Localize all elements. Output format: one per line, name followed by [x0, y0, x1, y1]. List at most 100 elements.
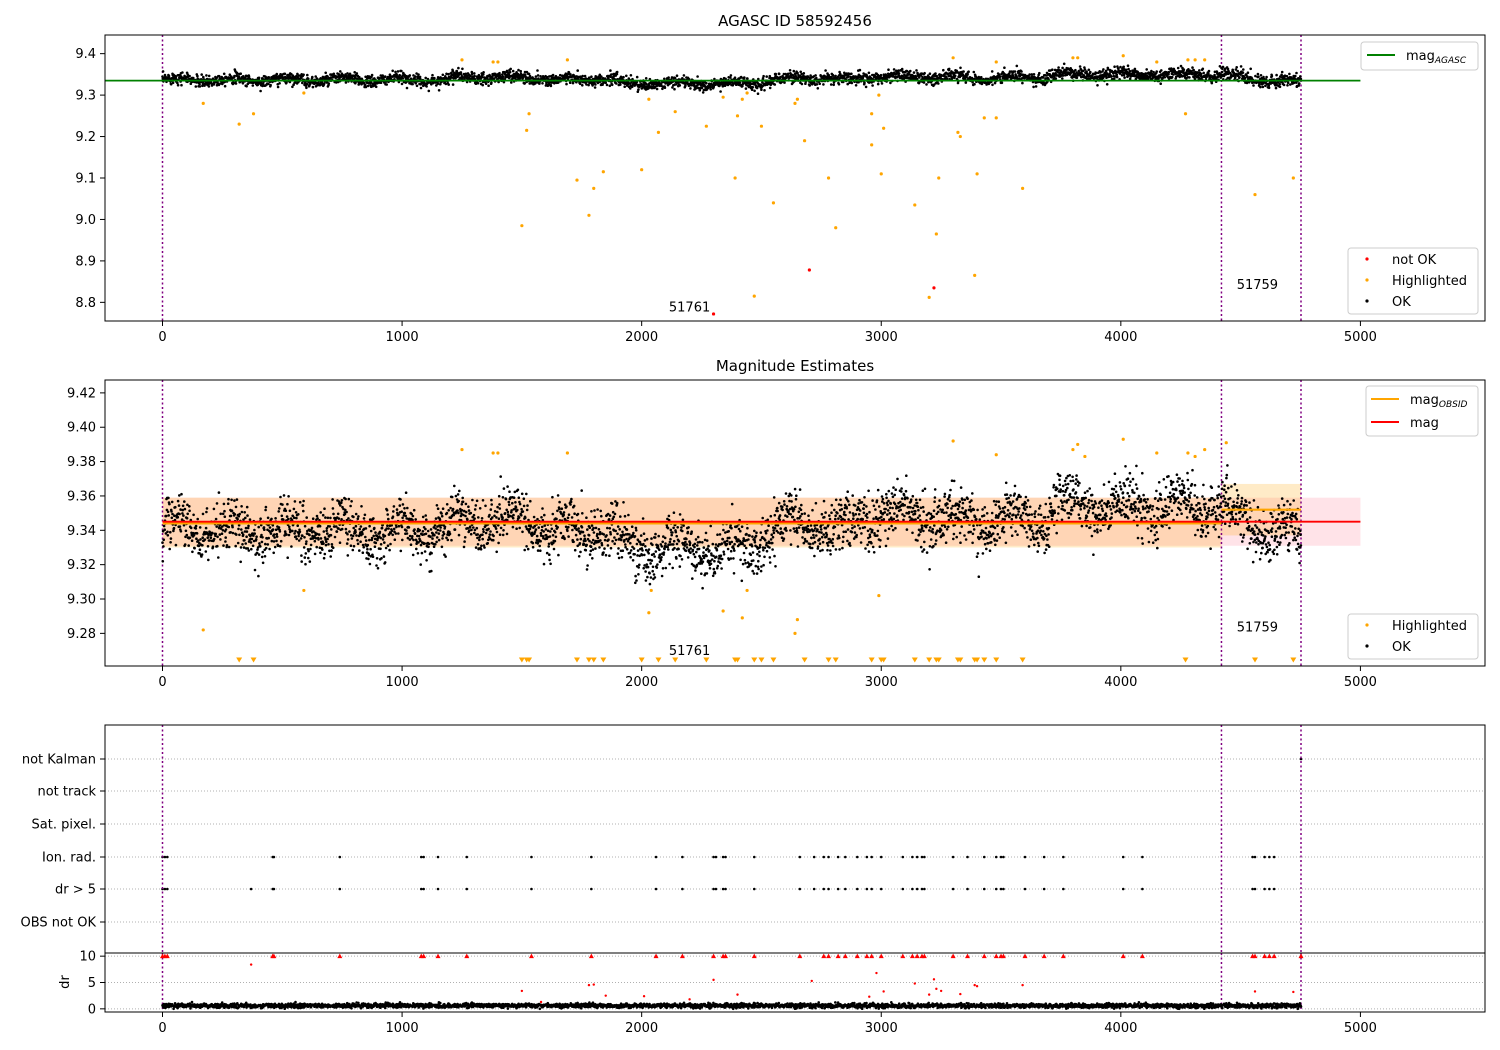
- agasc-ok-point: [1213, 73, 1216, 77]
- agasc-ok-point: [832, 83, 835, 87]
- estimates-ok-point: [217, 491, 221, 494]
- estimates-ok-point: [480, 544, 483, 548]
- agasc-ok-point: [744, 87, 748, 90]
- agasc-ok-point: [1126, 64, 1130, 67]
- agasc-ok-point: [1299, 75, 1302, 78]
- estimates-ok-point: [452, 513, 456, 517]
- estimates-ok-point: [381, 538, 385, 541]
- estimates-ok-point: [459, 514, 463, 518]
- estimates-ok-point: [166, 530, 169, 534]
- estimates-ok-point: [415, 547, 418, 551]
- agasc-highlighted-point: [525, 128, 529, 132]
- estimates-ok-point: [450, 538, 453, 542]
- estimates-ok-point: [170, 516, 174, 520]
- agasc-ok-point: [1057, 66, 1060, 69]
- agasc-ok-point: [973, 82, 976, 86]
- estimates-ok-point: [278, 507, 281, 510]
- estimates-ok-point: [394, 532, 398, 535]
- estimates-ok-point: [295, 516, 298, 520]
- agasc-ok-point: [605, 83, 609, 87]
- estimates-ok-point: [201, 512, 205, 516]
- estimates-ok-point: [352, 544, 356, 548]
- estimates-ok-point: [325, 529, 328, 533]
- agasc-highlighted-point: [640, 168, 644, 172]
- agasc-ok-point: [473, 72, 476, 75]
- agasc-xtick-label: 2000: [625, 330, 658, 345]
- estimates-ok-point: [395, 508, 399, 511]
- agasc-ok-point: [961, 73, 965, 76]
- agasc-ok-point: [953, 74, 957, 77]
- agasc-highlighted-point: [601, 170, 605, 174]
- estimates-ok-point: [395, 525, 398, 529]
- estimates-ok-point: [439, 526, 442, 529]
- estimates-ok-point: [226, 502, 230, 506]
- estimates-ok-point: [529, 499, 532, 503]
- estimates-ok-point: [475, 499, 479, 503]
- agasc-ok-point: [236, 72, 239, 75]
- estimates-ok-point: [271, 528, 275, 531]
- agasc-ok-point: [719, 90, 722, 93]
- estimates-ok-point: [508, 490, 511, 494]
- estimates-ok-point: [427, 542, 431, 546]
- estimates-ok-point: [526, 504, 529, 507]
- agasc-ok-point: [541, 82, 544, 85]
- estimates-ok-point: [444, 555, 447, 558]
- estimates-ok-point: [490, 503, 494, 506]
- estimates-ok-point: [354, 524, 358, 528]
- estimates-ok-point: [418, 529, 422, 532]
- agasc-ok-point: [1201, 67, 1205, 71]
- estimates-ok-point: [435, 504, 439, 507]
- agasc-ok-point: [1000, 81, 1004, 85]
- estimates-ok-point: [512, 513, 515, 517]
- agasc-highlighted-point: [958, 134, 962, 139]
- estimates-ok-point: [528, 527, 532, 531]
- agasc-highlighted-point: [237, 122, 241, 126]
- estimates-ok-point: [324, 543, 328, 547]
- agasc-ok-point: [689, 87, 692, 90]
- estimates-ok-point: [243, 539, 246, 542]
- estimates-ok-point: [212, 537, 216, 541]
- legend-subscript: AGASC: [1434, 56, 1467, 66]
- estimates-ok-point: [189, 526, 193, 530]
- estimates-ok-point: [522, 497, 526, 501]
- agasc-ok-point: [1286, 81, 1290, 84]
- estimates-ok-point: [326, 516, 330, 520]
- estimates-ok-point: [214, 532, 218, 536]
- estimates-ok-point: [303, 536, 306, 539]
- estimates-ok-point: [392, 527, 396, 531]
- agasc-ok-point: [673, 76, 677, 80]
- agasc-ok-point: [615, 72, 619, 76]
- agasc-ok-point: [568, 81, 572, 84]
- estimates-ok-point: [416, 552, 420, 555]
- agasc-ok-point: [1267, 86, 1271, 90]
- agasc-ok-point: [161, 70, 165, 73]
- estimates-ok-point: [387, 527, 390, 530]
- agasc-ok-point: [625, 74, 628, 78]
- estimates-ok-point: [260, 533, 263, 537]
- agasc-ok-point: [678, 84, 682, 87]
- estimates-ok-point: [194, 524, 198, 528]
- estimates-ok-point: [206, 536, 209, 540]
- agasc-ok-point: [1170, 75, 1174, 79]
- estimates-ok-point: [511, 501, 514, 505]
- estimates-ok-point: [330, 543, 334, 546]
- agasc-ok-point: [419, 86, 423, 90]
- estimates-ok-point: [187, 544, 190, 547]
- agasc-ok-point: [998, 75, 1002, 78]
- agasc-ok-point: [697, 86, 701, 90]
- estimates-ok-point: [277, 526, 281, 529]
- estimates-ok-point: [506, 510, 510, 514]
- agasc-ok-point: [637, 88, 640, 91]
- estimates-ok-point: [190, 539, 194, 542]
- estimates-ok-point: [304, 552, 308, 555]
- estimates-ok-point: [361, 551, 365, 554]
- estimates-ok-point: [373, 545, 377, 548]
- estimates-ok-point: [362, 545, 366, 549]
- estimates-ok-point: [245, 535, 248, 538]
- estimates-ok-point: [435, 536, 439, 539]
- agasc-ok-point: [1078, 65, 1082, 68]
- agasc-ok-point: [257, 76, 261, 80]
- agasc-ok-point: [223, 84, 227, 88]
- estimates-ok-point: [263, 528, 266, 531]
- agasc-ok-point: [1191, 66, 1194, 69]
